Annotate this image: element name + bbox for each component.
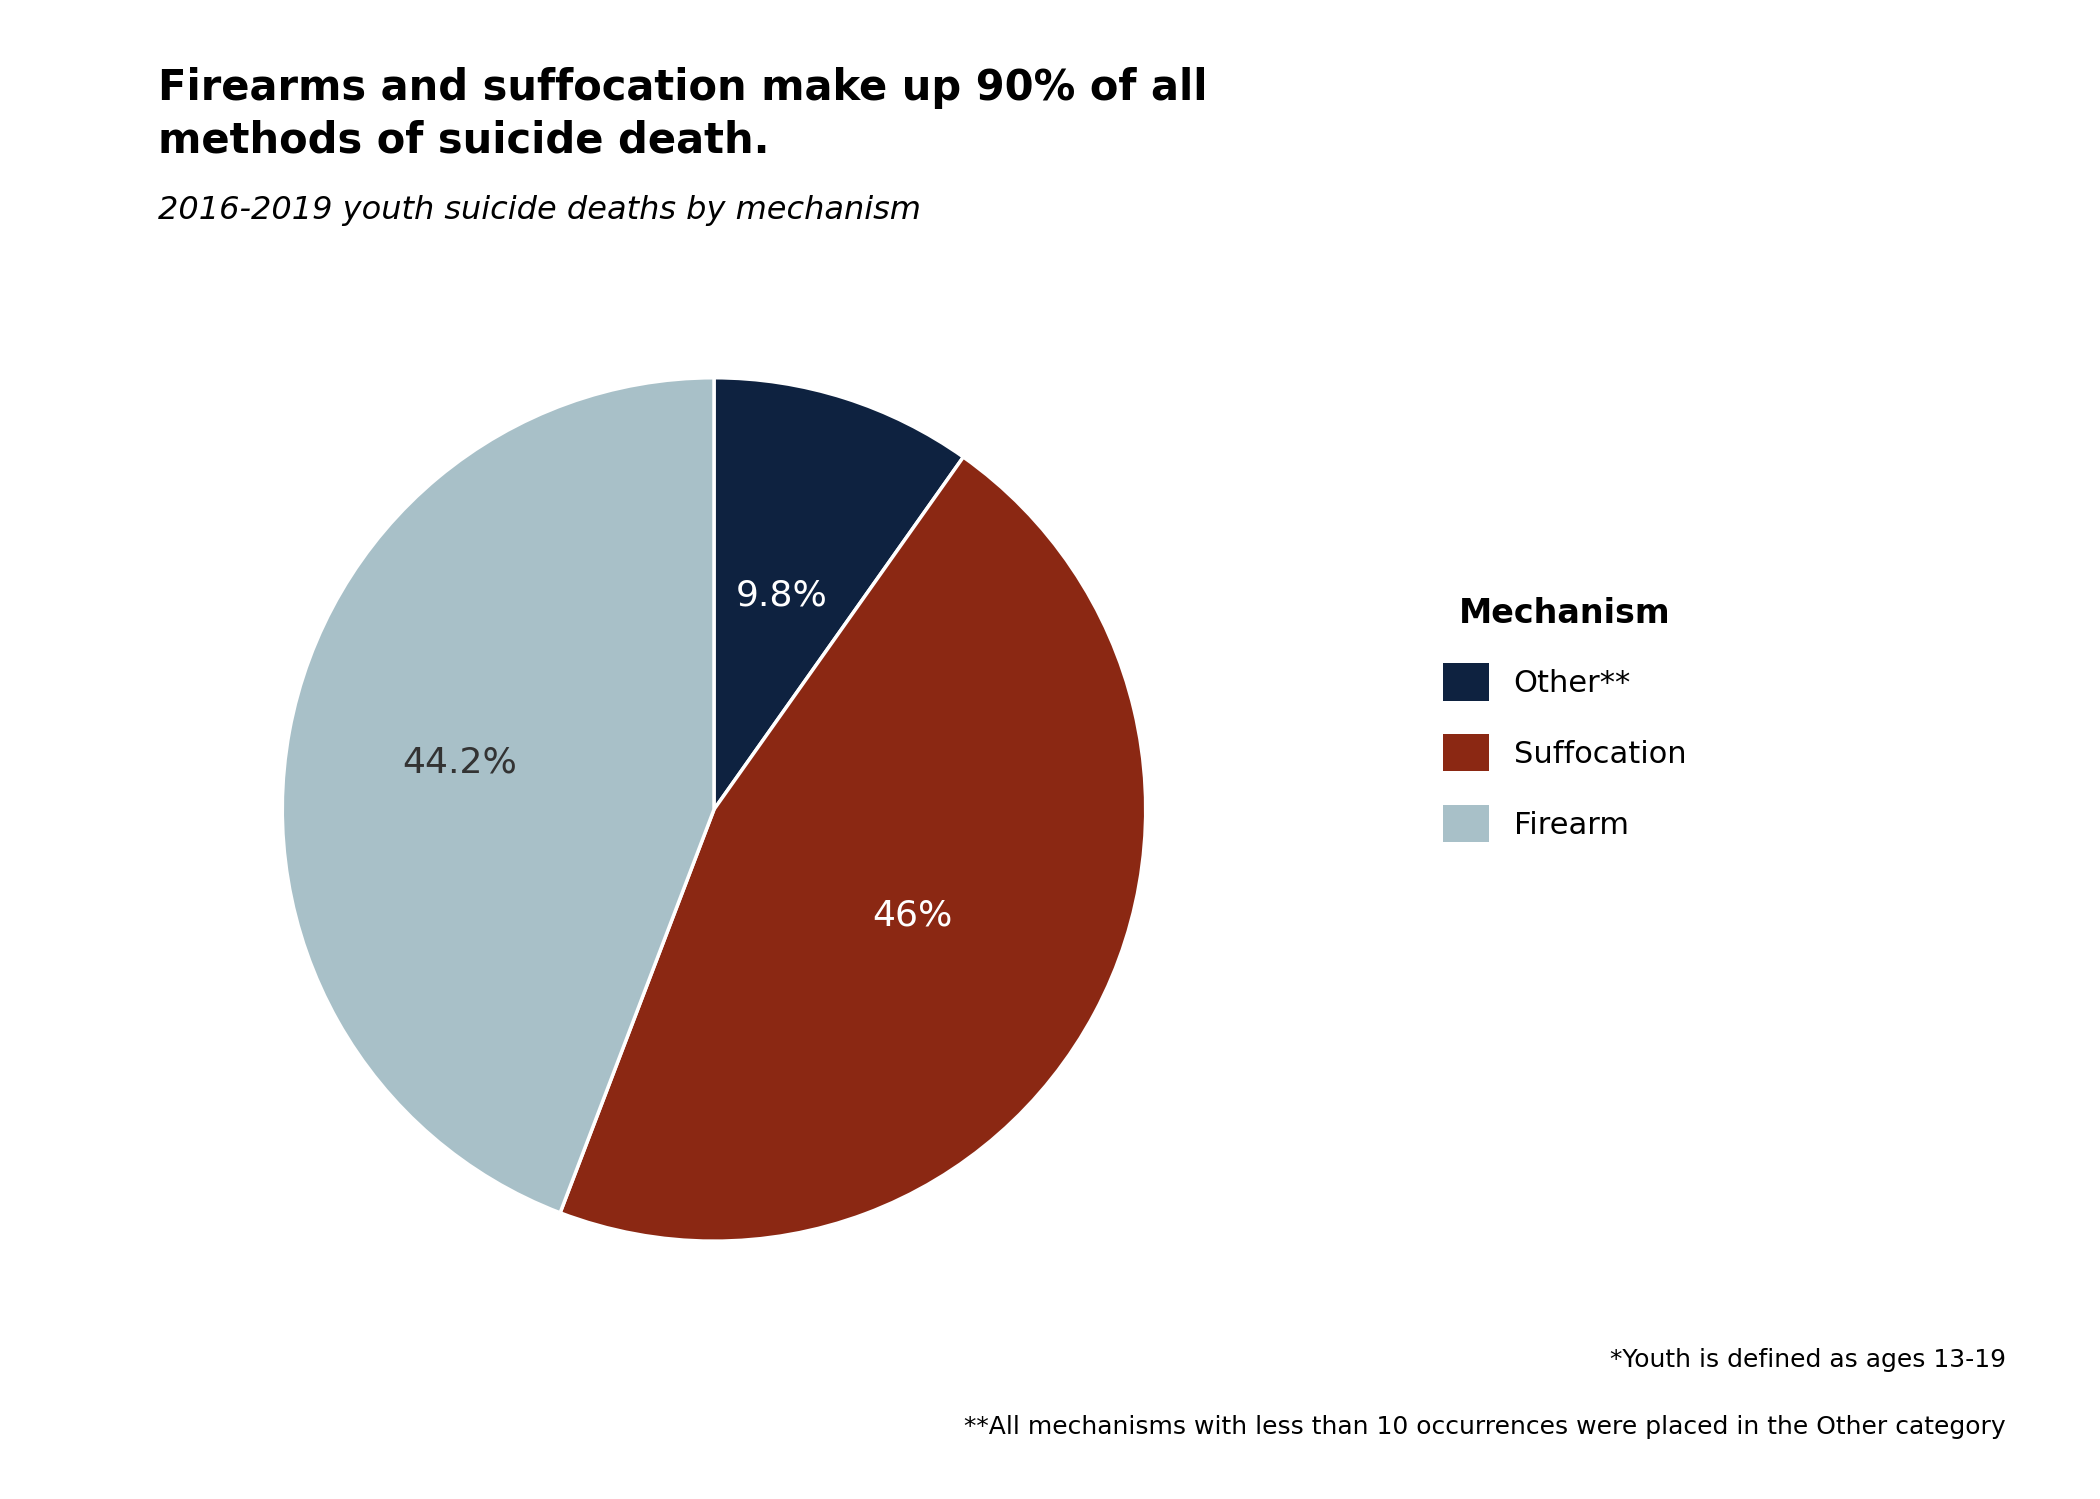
Wedge shape bbox=[281, 378, 714, 1213]
Text: 9.8%: 9.8% bbox=[737, 579, 827, 613]
Text: 46%: 46% bbox=[872, 898, 951, 932]
Wedge shape bbox=[561, 457, 1147, 1241]
Text: 2016-2019 youth suicide deaths by mechanism: 2016-2019 youth suicide deaths by mechan… bbox=[158, 195, 920, 226]
Text: Firearms and suffocation make up 90% of all
methods of suicide death.: Firearms and suffocation make up 90% of … bbox=[158, 67, 1207, 162]
Wedge shape bbox=[714, 378, 964, 809]
Text: **All mechanisms with less than 10 occurrences were placed in the Other category: **All mechanisms with less than 10 occur… bbox=[964, 1415, 2006, 1439]
Text: 44.2%: 44.2% bbox=[401, 745, 517, 779]
Legend: Other**, Suffocation, Firearm: Other**, Suffocation, Firearm bbox=[1443, 597, 1686, 842]
Text: *Youth is defined as ages 13-19: *Youth is defined as ages 13-19 bbox=[1609, 1348, 2006, 1372]
